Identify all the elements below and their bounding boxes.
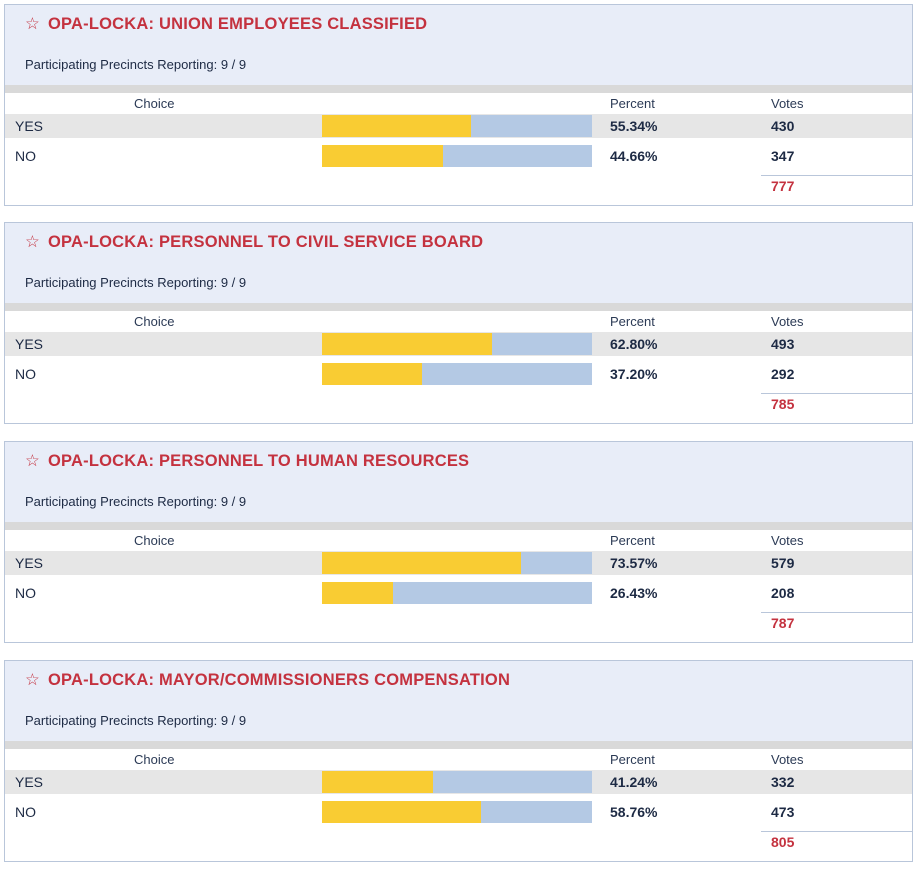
percent-bar — [322, 115, 472, 137]
choice-label: NO — [15, 585, 36, 601]
percent-label: 58.76% — [610, 804, 658, 820]
total-rule — [761, 393, 912, 394]
column-header: Choice — [134, 752, 175, 767]
column-header: Percent — [610, 533, 655, 548]
contest-title: OPA-LOCKA: PERSONNEL TO HUMAN RESOURCES — [25, 451, 469, 471]
percent-label: 55.34% — [610, 118, 658, 134]
choice-label: YES — [15, 774, 44, 790]
column-header: Choice — [134, 96, 175, 111]
percent-bar-track — [322, 552, 592, 574]
header-divider — [5, 85, 912, 93]
column-header: Votes — [771, 533, 804, 548]
percent-bar — [322, 552, 521, 574]
percent-label: 37.20% — [610, 366, 658, 382]
percent-bar-track — [322, 582, 592, 604]
contest-title: OPA-LOCKA: MAYOR/COMMISSIONERS COMPENSAT… — [25, 670, 510, 690]
percent-label: 41.24% — [610, 774, 658, 790]
column-header: Votes — [771, 752, 804, 767]
total-votes: 787 — [771, 615, 795, 631]
contest-panel: OPA-LOCKA: UNION EMPLOYEES CLASSIFIED Par… — [4, 4, 913, 206]
column-header: Votes — [771, 96, 804, 111]
percent-bar-track — [322, 801, 592, 823]
votes-label: 332 — [771, 774, 795, 790]
header-divider — [5, 303, 912, 311]
choice-label: YES — [15, 336, 44, 352]
choice-label: YES — [15, 555, 44, 571]
choice-label: YES — [15, 118, 44, 134]
total-votes: 805 — [771, 834, 795, 850]
choice-label: NO — [15, 366, 36, 382]
votes-label: 208 — [771, 585, 795, 601]
contest-panel: OPA-LOCKA: PERSONNEL TO CIVIL SERVICE BO… — [4, 222, 913, 424]
percent-label: 73.57% — [610, 555, 658, 571]
percent-bar — [322, 145, 443, 167]
choice-label: NO — [15, 804, 36, 820]
precincts-reporting: Participating Precincts Reporting: 9 / 9 — [25, 713, 247, 728]
percent-bar-track — [322, 363, 592, 385]
percent-bar — [322, 333, 492, 355]
percent-bar-track — [322, 115, 592, 137]
percent-label: 44.66% — [610, 148, 658, 164]
percent-bar-track — [322, 771, 592, 793]
votes-label: 579 — [771, 555, 795, 571]
header-divider — [5, 522, 912, 530]
column-header: Percent — [610, 752, 655, 767]
contest-panel: OPA-LOCKA: MAYOR/COMMISSIONERS COMPENSAT… — [4, 660, 913, 862]
total-rule — [761, 831, 912, 832]
percent-bar — [322, 582, 394, 604]
percent-bar — [322, 801, 481, 823]
contest-panel: OPA-LOCKA: PERSONNEL TO HUMAN RESOURCES P… — [4, 441, 913, 643]
total-rule — [761, 612, 912, 613]
total-rule — [761, 175, 912, 176]
contest-title: OPA-LOCKA: PERSONNEL TO CIVIL SERVICE BO… — [25, 232, 483, 252]
total-votes: 785 — [771, 396, 795, 412]
percent-label: 26.43% — [610, 585, 658, 601]
percent-bar — [322, 363, 423, 385]
precincts-reporting: Participating Precincts Reporting: 9 / 9 — [25, 275, 247, 290]
percent-bar — [322, 771, 434, 793]
votes-label: 292 — [771, 366, 795, 382]
votes-label: 473 — [771, 804, 795, 820]
precincts-reporting: Participating Precincts Reporting: 9 / 9 — [25, 494, 247, 509]
votes-label: 430 — [771, 118, 795, 134]
column-header: Choice — [134, 533, 175, 548]
header-divider — [5, 741, 912, 749]
percent-bar-track — [322, 145, 592, 167]
column-header: Choice — [134, 314, 175, 329]
percent-label: 62.80% — [610, 336, 658, 352]
total-votes: 777 — [771, 178, 795, 194]
percent-bar-track — [322, 333, 592, 355]
votes-label: 347 — [771, 148, 795, 164]
precincts-reporting: Participating Precincts Reporting: 9 / 9 — [25, 57, 247, 72]
choice-label: NO — [15, 148, 36, 164]
column-header: Percent — [610, 96, 655, 111]
column-header: Percent — [610, 314, 655, 329]
contest-title: OPA-LOCKA: UNION EMPLOYEES CLASSIFIED — [25, 14, 427, 34]
votes-label: 493 — [771, 336, 795, 352]
column-header: Votes — [771, 314, 804, 329]
